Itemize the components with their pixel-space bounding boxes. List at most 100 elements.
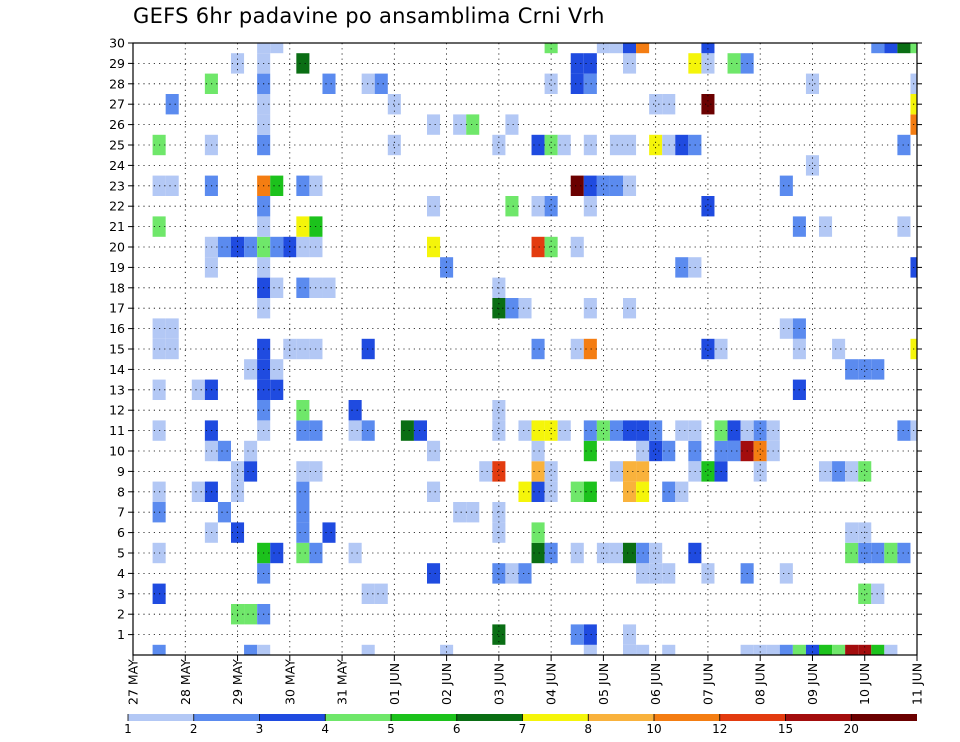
heatmap-cell [257, 43, 271, 54]
heatmap-cell [427, 481, 441, 502]
heatmap-cell [583, 440, 597, 462]
heatmap-cell [609, 175, 623, 196]
heatmap-cell [544, 420, 558, 441]
heatmap-cell [296, 502, 310, 523]
heatmap-cell [570, 236, 584, 258]
heatmap-cell [649, 134, 663, 156]
legend-label: 6 [453, 722, 461, 736]
heatmap-cell [322, 277, 336, 298]
heatmap-cell [897, 420, 911, 441]
legend-swatch [325, 714, 391, 721]
heatmap-cell [779, 644, 793, 655]
heatmap-cell [296, 53, 310, 74]
heatmap-cell [374, 73, 388, 94]
heatmap-cell [609, 134, 623, 156]
heatmap-cell [701, 338, 715, 360]
heatmap-cell [531, 338, 545, 360]
legend-label: 8 [584, 722, 592, 736]
legend-swatch [654, 714, 720, 721]
y-tick-label: 19 [109, 260, 125, 275]
heatmap-cell [832, 461, 846, 482]
legend-swatch [522, 714, 589, 721]
heatmap-cell [609, 461, 623, 482]
heatmap-cell [348, 400, 362, 421]
heatmap-cell [623, 644, 637, 655]
x-tick-label: 30 MAY [282, 659, 297, 705]
heatmap-cell [570, 624, 584, 645]
y-axis: 1234567891011121314151617181920212223242… [109, 36, 922, 642]
heatmap-cell [662, 644, 676, 655]
y-tick-label: 8 [117, 484, 125, 499]
heatmap-cell [897, 542, 911, 564]
x-tick-label: 07 JUN [700, 663, 715, 705]
x-tick-label: 05 JUN [596, 663, 611, 705]
heatmap-cell [440, 644, 454, 655]
heatmap-cell [165, 338, 179, 360]
color-legend: 1 2 3 4 5 6 7 8 10 12 15 20 [124, 714, 917, 736]
heatmap-cell [819, 644, 833, 655]
heatmap-cell [570, 542, 584, 564]
heatmap-cell [244, 236, 258, 258]
heatmap-cell [492, 624, 506, 645]
x-tick-label: 06 JUN [648, 663, 663, 705]
y-tick-label: 21 [109, 219, 125, 234]
heatmap-cell [348, 542, 362, 564]
heatmap-cell [583, 175, 597, 196]
heatmap-cell [570, 175, 584, 196]
legend-swatch [259, 714, 326, 721]
heatmap-cell [270, 43, 284, 54]
legend-label: 15 [778, 722, 793, 736]
heatmap-cell [531, 420, 545, 441]
heatmap-cell [609, 420, 623, 441]
heatmap-cell [623, 43, 637, 54]
y-tick-label: 30 [109, 36, 125, 51]
heatmap-cell [466, 114, 480, 135]
heatmap-cell [596, 175, 610, 196]
legend-swatch [456, 714, 523, 721]
heatmap-cell [492, 420, 506, 441]
y-tick-label: 16 [109, 321, 125, 336]
legend-label: 12 [712, 722, 727, 736]
heatmap-cell [505, 196, 519, 217]
x-tick-label: 27 MAY [126, 659, 141, 705]
heatmap-cell [544, 461, 558, 482]
heatmap-cell [427, 196, 441, 217]
heatmap-cell [897, 43, 911, 54]
heatmap-cell [701, 43, 715, 54]
legend-label: 20 [844, 722, 859, 736]
heatmap-cell [270, 277, 284, 298]
heatmap-cells [152, 43, 917, 655]
heatmap-cell [636, 644, 650, 655]
x-tick-label: 02 JUN [439, 663, 454, 705]
heatmap-cell [544, 196, 558, 217]
heatmap-cell [596, 43, 610, 54]
heatmap-cell [623, 542, 637, 564]
heatmap-cell [531, 196, 545, 217]
y-tick-label: 29 [109, 56, 125, 71]
heatmap-cell [701, 461, 715, 482]
heatmap-cell [296, 461, 310, 482]
x-tick-label: 04 JUN [544, 663, 559, 705]
heatmap-cell [531, 134, 545, 156]
heatmap-cell [427, 236, 441, 258]
heatmap-cell [518, 298, 532, 319]
heatmap-cell [727, 440, 741, 462]
legend-label: 2 [190, 722, 198, 736]
heatmap-cell [244, 461, 258, 482]
heatmap-cell [701, 94, 715, 115]
y-tick-label: 18 [109, 280, 125, 295]
heatmap-cell [270, 175, 284, 196]
heatmap-cell [544, 481, 558, 502]
heatmap-cell [583, 298, 597, 319]
heatmap-cell [675, 257, 689, 278]
heatmap-cell [805, 644, 819, 655]
y-tick-label: 23 [109, 178, 125, 193]
heatmap-cell [400, 420, 414, 441]
heatmap-cell [675, 481, 689, 502]
legend-swatch [588, 714, 654, 721]
legend-swatch [193, 714, 260, 721]
heatmap-cell [270, 236, 284, 258]
heatmap-cell [583, 53, 597, 74]
heatmap-cell [244, 359, 258, 380]
